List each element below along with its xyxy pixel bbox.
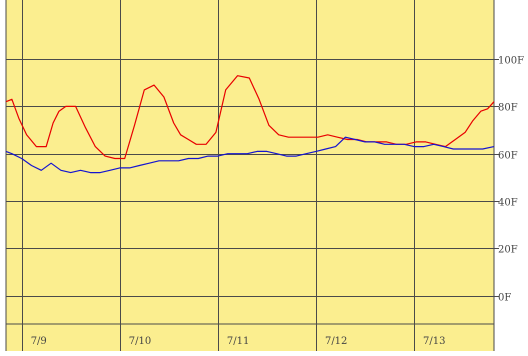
x-tick-label: 7/9 — [31, 336, 47, 347]
series-b-line — [5, 136, 495, 174]
x-axis-ticks: 7/9 7/10 7/11 7/12 7/13 — [31, 336, 446, 347]
y-tick-label: 80F — [498, 103, 518, 114]
y-tick-label: 40F — [498, 198, 518, 209]
y-tick-label: 20F — [498, 245, 518, 256]
grid — [5, 0, 499, 351]
y-tick-label: 100F — [498, 56, 524, 67]
series-layer — [5, 75, 495, 174]
x-tick-label: 7/10 — [129, 336, 151, 347]
x-tick-label: 7/13 — [423, 336, 445, 347]
plot-area — [6, 0, 494, 351]
y-tick-label: 0F — [498, 293, 511, 304]
x-tick-label: 7/11 — [227, 336, 249, 347]
x-tick-label: 7/12 — [325, 336, 347, 347]
y-axis-ticks: 0F 20F 40F 60F 80F 100F — [498, 56, 524, 304]
series-a-line — [5, 75, 495, 160]
y-tick-label: 60F — [498, 151, 518, 162]
